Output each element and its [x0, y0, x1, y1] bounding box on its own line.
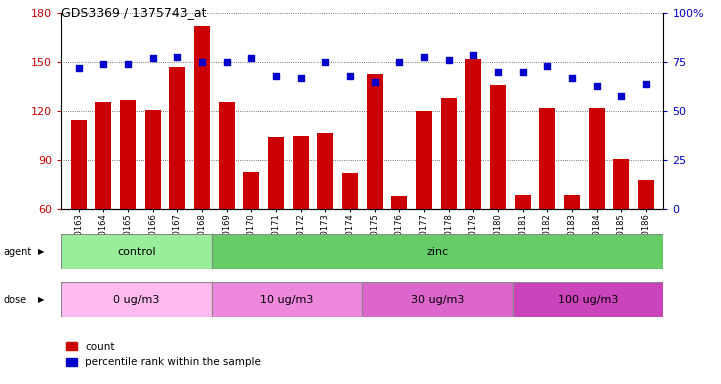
Point [221, 59, 232, 65]
Bar [465, 59, 482, 209]
Bar [293, 136, 309, 209]
Text: control: control [118, 247, 156, 257]
Point [73, 65, 84, 71]
Point [344, 73, 355, 79]
Text: 10 ug/m3: 10 ug/m3 [260, 295, 314, 305]
Bar [342, 174, 358, 209]
Point [97, 61, 109, 68]
Bar [588, 108, 605, 209]
Text: GDS3369 / 1375743_at: GDS3369 / 1375743_at [61, 6, 207, 19]
Point [541, 63, 553, 70]
Point [467, 51, 479, 58]
Text: 0 ug/m3: 0 ug/m3 [113, 295, 160, 305]
Bar [614, 159, 629, 209]
Point [492, 69, 504, 75]
Bar [268, 137, 284, 209]
Bar [513, 282, 663, 317]
Point [270, 73, 282, 79]
Text: ▶: ▶ [37, 295, 44, 304]
Point [591, 83, 603, 89]
Point [616, 93, 627, 99]
Bar [490, 85, 506, 209]
Point [566, 75, 578, 81]
Text: zinc: zinc [426, 247, 448, 257]
Point [147, 55, 159, 61]
Point [369, 79, 381, 85]
Point [443, 57, 454, 63]
Bar [169, 67, 185, 209]
Bar [61, 234, 212, 269]
Bar [392, 196, 407, 209]
Point [172, 53, 183, 60]
Bar [120, 100, 136, 209]
Text: 100 ug/m3: 100 ug/m3 [558, 295, 618, 305]
Text: dose: dose [4, 295, 27, 305]
Bar [539, 108, 555, 209]
Bar [317, 132, 333, 209]
Legend: count, percentile rank within the sample: count, percentile rank within the sample [66, 342, 261, 367]
Bar [95, 101, 111, 209]
Point [517, 69, 528, 75]
Bar [218, 101, 234, 209]
Point [295, 75, 306, 81]
Bar [363, 282, 513, 317]
Point [418, 53, 430, 60]
Point [394, 59, 405, 65]
Bar [366, 74, 383, 209]
Bar [515, 195, 531, 209]
Text: 30 ug/m3: 30 ug/m3 [411, 295, 464, 305]
Text: agent: agent [4, 247, 32, 257]
Bar [638, 180, 654, 209]
Point [122, 61, 133, 68]
Bar [243, 172, 260, 209]
Point [640, 81, 652, 87]
Point [319, 59, 331, 65]
Point [246, 55, 257, 61]
Bar [564, 195, 580, 209]
Bar [441, 98, 456, 209]
Bar [194, 26, 210, 209]
Bar [212, 234, 663, 269]
Bar [144, 110, 161, 209]
Bar [61, 282, 212, 317]
Text: ▶: ▶ [37, 247, 44, 256]
Bar [71, 119, 87, 209]
Bar [416, 111, 432, 209]
Point [196, 59, 208, 65]
Bar [212, 282, 363, 317]
